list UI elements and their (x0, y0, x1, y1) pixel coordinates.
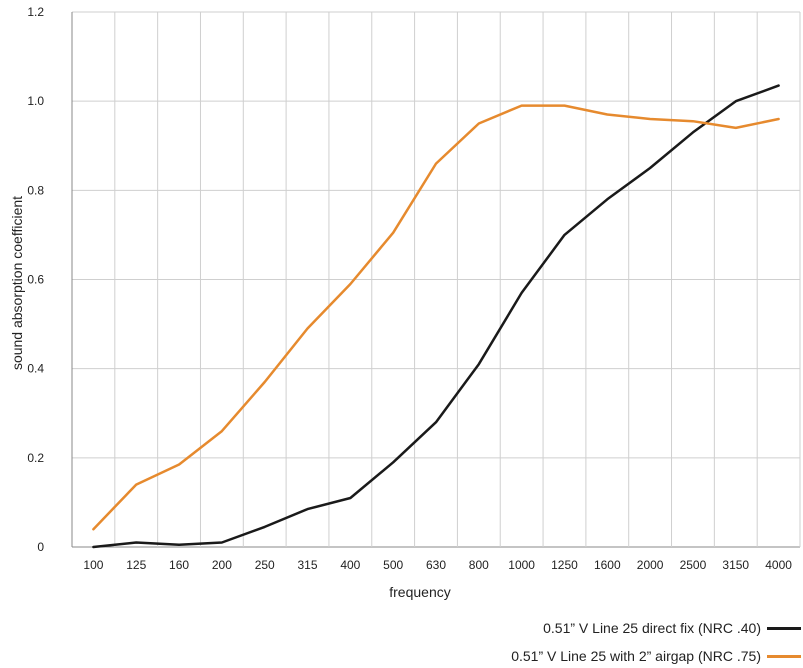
x-tick-label: 100 (83, 558, 103, 572)
x-tick-label: 160 (169, 558, 189, 572)
x-tick-label: 2000 (637, 558, 664, 572)
y-tick-label: 0.8 (27, 183, 44, 197)
x-tick-label: 4000 (765, 558, 792, 572)
legend-item-direct-fix: 0.51” V Line 25 direct fix (NRC .40) (543, 620, 801, 636)
legend-label-airgap: 0.51” V Line 25 with 2” airgap (NRC .75) (511, 648, 761, 664)
x-tick-label: 2500 (680, 558, 707, 572)
x-tick-label: 200 (212, 558, 232, 572)
series-lines (92, 84, 780, 549)
x-axis-title: frequency (389, 584, 450, 600)
x-tick-label: 1600 (594, 558, 621, 572)
series-line-1 (92, 104, 780, 531)
x-tick-label: 800 (469, 558, 489, 572)
y-tick-label: 0.2 (27, 451, 44, 465)
y-tick-label: 0.6 (27, 273, 44, 287)
legend-item-airgap: 0.51” V Line 25 with 2” airgap (NRC .75) (511, 648, 801, 664)
x-tick-label: 250 (255, 558, 275, 572)
x-tick-label: 315 (298, 558, 318, 572)
y-tick-labels: 0 0.2 0.4 0.6 0.8 1.0 1.2 (27, 5, 44, 554)
y-tick-label: 1.0 (27, 94, 44, 108)
x-tick-label: 1250 (551, 558, 578, 572)
legend-swatch-airgap (767, 654, 801, 658)
y-tick-label: 0.4 (27, 362, 44, 376)
x-tick-label: 500 (383, 558, 403, 572)
x-tick-label: 1000 (508, 558, 535, 572)
legend-label-direct-fix: 0.51” V Line 25 direct fix (NRC .40) (543, 620, 761, 636)
x-tick-labels: 100 125 160 200 250 315 400 500 630 800 1000 1250 16… (83, 558, 792, 572)
y-tick-label: 0 (37, 540, 44, 554)
x-tick-label: 400 (340, 558, 360, 572)
legend-swatch-direct-fix (767, 626, 801, 630)
x-tick-label: 3150 (722, 558, 749, 572)
y-tick-label: 1.2 (27, 5, 44, 19)
series-line-0 (92, 84, 780, 549)
x-tick-label: 125 (126, 558, 146, 572)
x-tick-label: 630 (426, 558, 446, 572)
y-axis-title: sound absorption coefficient (9, 196, 25, 370)
grid-lines (71, 11, 801, 548)
